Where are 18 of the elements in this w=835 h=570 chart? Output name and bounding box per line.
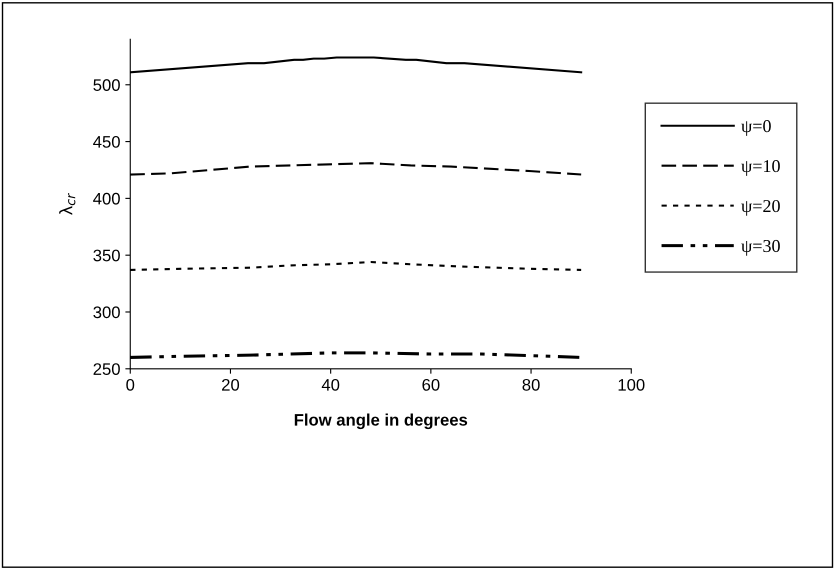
x-tick-label: 0	[126, 378, 134, 391]
legend-label: ψ=0	[741, 120, 771, 136]
legend-label: ψ=30	[741, 240, 780, 256]
y-tick-label: 250	[94, 363, 120, 375]
x-tick-label: 80	[522, 378, 540, 391]
y-tick-label: 300	[93, 306, 120, 318]
x-tick-label: 20	[222, 378, 240, 391]
y-tick-label: 450	[93, 136, 120, 148]
x-axis-title: Flow angle in degrees	[294, 413, 468, 430]
legend-label: ψ=20	[741, 200, 780, 216]
x-tick-label: 100	[618, 378, 645, 391]
y-tick-label: 350	[93, 250, 120, 262]
x-tick-label: 40	[322, 378, 340, 391]
x-tick-label: 60	[422, 378, 440, 391]
y-tick-label: 400	[93, 192, 120, 205]
legend-label: ψ=10	[741, 160, 780, 176]
y-axis-title: λ$_{cr}$	[59, 192, 76, 215]
y-tick-label: 500	[93, 79, 120, 91]
